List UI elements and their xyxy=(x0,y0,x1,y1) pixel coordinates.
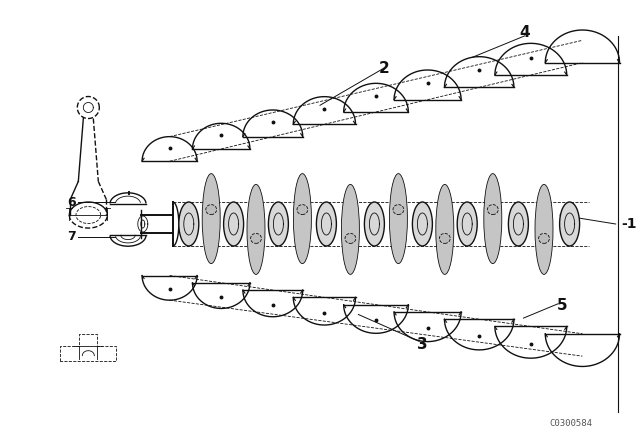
Text: C0300584: C0300584 xyxy=(549,419,592,428)
Ellipse shape xyxy=(389,173,408,263)
Ellipse shape xyxy=(206,205,216,215)
Ellipse shape xyxy=(535,185,553,274)
Ellipse shape xyxy=(488,205,498,215)
Ellipse shape xyxy=(247,185,265,274)
Ellipse shape xyxy=(436,185,454,274)
Text: 7: 7 xyxy=(67,230,76,243)
Ellipse shape xyxy=(251,233,261,243)
Text: 2: 2 xyxy=(379,60,389,76)
Text: 3: 3 xyxy=(417,336,428,352)
Ellipse shape xyxy=(559,202,580,246)
Ellipse shape xyxy=(393,205,404,215)
Ellipse shape xyxy=(341,185,360,274)
Ellipse shape xyxy=(345,233,356,243)
Ellipse shape xyxy=(202,173,220,263)
Text: 5: 5 xyxy=(557,298,567,313)
Ellipse shape xyxy=(293,173,312,263)
Text: 6: 6 xyxy=(67,196,76,209)
Ellipse shape xyxy=(297,205,308,215)
Ellipse shape xyxy=(440,233,450,243)
Ellipse shape xyxy=(316,202,337,246)
Ellipse shape xyxy=(364,202,385,246)
Text: 4: 4 xyxy=(520,25,530,40)
Ellipse shape xyxy=(484,173,502,263)
Ellipse shape xyxy=(457,202,477,246)
Ellipse shape xyxy=(179,202,199,246)
Ellipse shape xyxy=(412,202,433,246)
Text: -1: -1 xyxy=(621,217,636,231)
Ellipse shape xyxy=(539,233,549,243)
Ellipse shape xyxy=(508,202,529,246)
Ellipse shape xyxy=(268,202,289,246)
Ellipse shape xyxy=(223,202,244,246)
